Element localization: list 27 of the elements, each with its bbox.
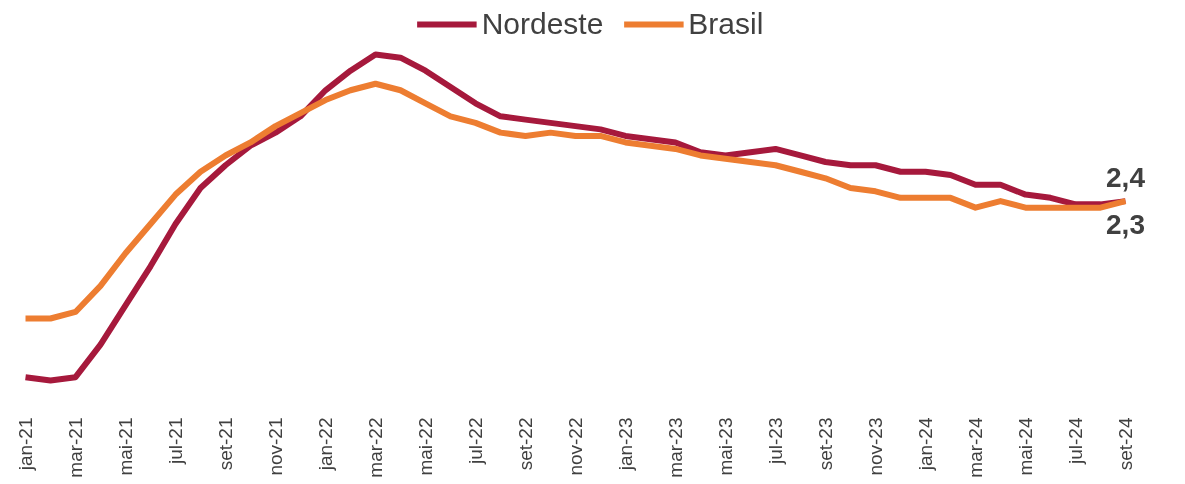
x-tick-label: set-24: [1115, 417, 1136, 471]
x-tick-label: nov-23: [865, 417, 886, 476]
x-tick-label: jul-24: [1065, 417, 1086, 465]
annotation: 2,4: [1106, 162, 1146, 194]
x-tick-label: set-22: [515, 417, 536, 471]
x-tick-label: jan-22: [315, 417, 336, 472]
legend-label: Nordeste: [481, 7, 604, 41]
x-tick-label: mar-22: [365, 417, 386, 478]
x-tick-label: set-23: [815, 417, 836, 471]
x-tick-label: mar-24: [965, 417, 986, 478]
legend-label: Brasil: [688, 7, 764, 41]
x-tick-label: jul-22: [465, 417, 486, 465]
x-tick-label: mai-24: [1015, 417, 1036, 476]
x-tick-label: jul-21: [165, 417, 186, 465]
x-tick-label: jan-21: [15, 417, 36, 472]
x-tick-label: nov-21: [265, 417, 286, 476]
x-tick-label: mai-21: [115, 417, 136, 476]
x-tick-label: nov-22: [565, 417, 586, 476]
x-tick-label: jan-23: [615, 417, 636, 472]
x-tick-label: mai-22: [415, 417, 436, 476]
x-tick-label: mar-21: [65, 417, 86, 478]
x-tick-label: jan-24: [915, 417, 936, 472]
x-tick-label: set-21: [215, 417, 236, 471]
annotation: 2,3: [1106, 209, 1145, 241]
x-tick-label: mar-23: [665, 417, 686, 478]
x-tick-label: jul-23: [765, 417, 786, 465]
x-tick-label: mai-23: [715, 417, 736, 476]
